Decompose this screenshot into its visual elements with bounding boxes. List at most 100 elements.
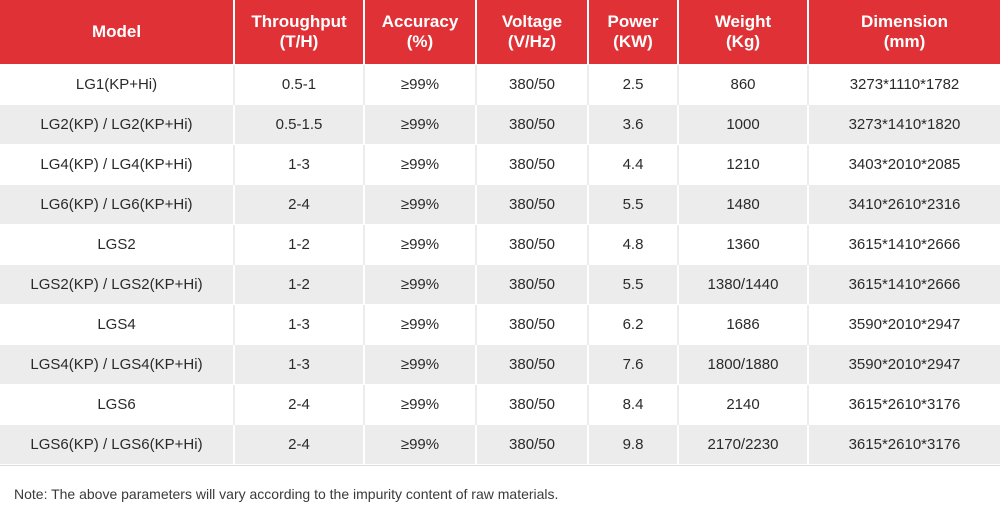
cell-accuracy: ≥99% (364, 424, 477, 464)
header-line2: (T/H) (279, 32, 319, 51)
cell-weight: 2170/2230 (678, 424, 809, 464)
cell-dimension: 3615*2610*3176 (808, 424, 1000, 464)
cell-accuracy: ≥99% (364, 344, 477, 385)
cell-model: LG2(KP) / LG2(KP+Hi) (0, 104, 235, 145)
cell-power: 3.6 (588, 104, 679, 145)
divider (0, 465, 1000, 466)
cell-power: 6.2 (588, 304, 679, 345)
cell-accuracy: ≥99% (364, 184, 477, 225)
header-line1: Voltage (501, 12, 563, 31)
cell-power: 2.5 (588, 64, 679, 105)
table-row: LGS2 1-2 ≥99% 380/50 4.8 1360 3615*1410*2666 (0, 224, 1000, 265)
cell-weight: 860 (678, 64, 809, 105)
cell-throughput: 0.5-1.5 (234, 104, 365, 145)
cell-voltage: 380/50 (476, 104, 589, 145)
header-line1: Model (91, 22, 142, 41)
cell-power: 7.6 (588, 344, 679, 385)
cell-voltage: 380/50 (476, 224, 589, 265)
header-voltage: Voltage (V/Hz) (476, 0, 589, 65)
header-line2: (Kg) (726, 32, 760, 51)
cell-weight: 1800/1880 (678, 344, 809, 385)
table-row: LGS4 1-3 ≥99% 380/50 6.2 1686 3590*2010*2947 (0, 304, 1000, 345)
cell-dimension: 3590*2010*2947 (808, 304, 1000, 345)
cell-throughput: 2-4 (234, 184, 365, 225)
footnote: Note: The above parameters will vary acc… (14, 486, 559, 502)
header-line1: Throughput (251, 12, 347, 31)
cell-power: 8.4 (588, 384, 679, 425)
header-line1: Accuracy (381, 12, 459, 31)
cell-throughput: 1-3 (234, 304, 365, 345)
cell-model: LGS2 (0, 224, 235, 265)
cell-accuracy: ≥99% (364, 304, 477, 345)
cell-weight: 1380/1440 (678, 264, 809, 305)
cell-dimension: 3590*2010*2947 (808, 344, 1000, 385)
cell-weight: 1000 (678, 104, 809, 145)
header-line1: Dimension (861, 12, 948, 31)
header-row: Model Throughput (T/H) Accuracy (%) Voltag… (0, 0, 1000, 65)
spec-table: Model Throughput (T/H) Accuracy (%) Voltag… (0, 0, 1000, 464)
header-accuracy: Accuracy (%) (364, 0, 477, 65)
cell-throughput: 1-3 (234, 344, 365, 385)
cell-throughput: 2-4 (234, 384, 365, 425)
cell-power: 9.8 (588, 424, 679, 464)
table-row: LG2(KP) / LG2(KP+Hi) 0.5-1.5 ≥99% 380/50 3.6… (0, 104, 1000, 145)
cell-accuracy: ≥99% (364, 384, 477, 425)
cell-voltage: 380/50 (476, 264, 589, 305)
header-throughput: Throughput (T/H) (234, 0, 365, 65)
cell-weight: 1480 (678, 184, 809, 225)
table-body: LG1(KP+Hi) 0.5-1 ≥99% 380/50 2.5 860 3273*1110… (0, 64, 1000, 464)
cell-throughput: 0.5-1 (234, 64, 365, 105)
table-row: LG6(KP) / LG6(KP+Hi) 2-4 ≥99% 380/50 5.5 1480… (0, 184, 1000, 225)
cell-model: LG6(KP) / LG6(KP+Hi) (0, 184, 235, 225)
header-line2: (mm) (883, 32, 926, 51)
table-row: LG4(KP) / LG4(KP+Hi) 1-3 ≥99% 380/50 4.4 1210… (0, 144, 1000, 185)
header-weight: Weight (Kg) (678, 0, 809, 65)
header-line2: (KW) (613, 32, 653, 51)
table-row: LGS4(KP) / LGS4(KP+Hi) 1-3 ≥99% 380/50 7.6 18… (0, 344, 1000, 385)
cell-power: 4.8 (588, 224, 679, 265)
cell-model: LGS2(KP) / LGS2(KP+Hi) (0, 264, 235, 305)
cell-weight: 2140 (678, 384, 809, 425)
cell-throughput: 1-2 (234, 224, 365, 265)
header-line1: Weight (714, 12, 772, 31)
cell-voltage: 380/50 (476, 424, 589, 464)
cell-model: LGS6 (0, 384, 235, 425)
table-row: LGS6 2-4 ≥99% 380/50 8.4 2140 3615*2610*3176 (0, 384, 1000, 425)
cell-power: 5.5 (588, 264, 679, 305)
header-line2: (%) (406, 32, 434, 51)
cell-weight: 1210 (678, 144, 809, 185)
cell-voltage: 380/50 (476, 304, 589, 345)
cell-model: LG1(KP+Hi) (0, 64, 235, 105)
cell-model: LGS6(KP) / LGS6(KP+Hi) (0, 424, 235, 464)
table-row: LGS2(KP) / LGS2(KP+Hi) 1-2 ≥99% 380/50 5.5 13… (0, 264, 1000, 305)
cell-weight: 1686 (678, 304, 809, 345)
cell-dimension: 3403*2010*2085 (808, 144, 1000, 185)
cell-model: LG4(KP) / LG4(KP+Hi) (0, 144, 235, 185)
cell-dimension: 3273*1410*1820 (808, 104, 1000, 145)
header-line1: Power (607, 12, 659, 31)
cell-voltage: 380/50 (476, 184, 589, 225)
cell-model: LGS4 (0, 304, 235, 345)
cell-model: LGS4(KP) / LGS4(KP+Hi) (0, 344, 235, 385)
cell-dimension: 3410*2610*2316 (808, 184, 1000, 225)
cell-voltage: 380/50 (476, 144, 589, 185)
cell-accuracy: ≥99% (364, 104, 477, 145)
cell-throughput: 2-4 (234, 424, 365, 464)
cell-accuracy: ≥99% (364, 224, 477, 265)
cell-dimension: 3273*1110*1782 (808, 64, 1000, 105)
cell-accuracy: ≥99% (364, 264, 477, 305)
cell-voltage: 380/50 (476, 384, 589, 425)
table-row: LG1(KP+Hi) 0.5-1 ≥99% 380/50 2.5 860 3273*1110… (0, 64, 1000, 105)
cell-throughput: 1-2 (234, 264, 365, 305)
cell-accuracy: ≥99% (364, 64, 477, 105)
header-line2: (V/Hz) (507, 32, 557, 51)
header-power: Power (KW) (588, 0, 679, 65)
cell-power: 4.4 (588, 144, 679, 185)
header-model: Model (0, 0, 235, 65)
header-dimension: Dimension (mm) (808, 0, 1000, 65)
cell-voltage: 380/50 (476, 64, 589, 105)
table-row: LGS6(KP) / LGS6(KP+Hi) 2-4 ≥99% 380/50 9.8 21… (0, 424, 1000, 464)
cell-dimension: 3615*2610*3176 (808, 384, 1000, 425)
cell-throughput: 1-3 (234, 144, 365, 185)
cell-voltage: 380/50 (476, 344, 589, 385)
